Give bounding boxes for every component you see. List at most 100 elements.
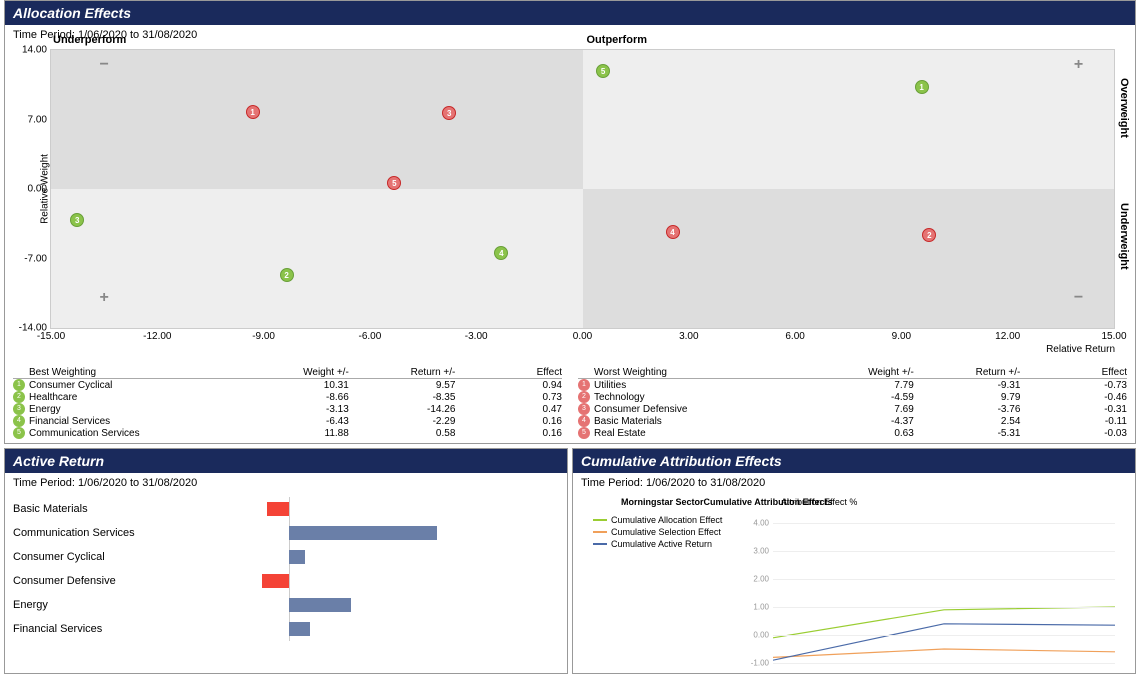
scatter-chart: Relative Weight Underperform Outperform … <box>50 49 1115 329</box>
table-row[interactable]: 3Energy-3.13-14.260.47 <box>13 403 562 415</box>
legend-swatch-icon <box>593 519 607 521</box>
grid-line: 4.00 <box>773 523 1115 524</box>
legend-item[interactable]: Cumulative Active Return <box>593 539 722 549</box>
row-effect: 0.16 <box>455 428 562 439</box>
ar-label: Energy <box>13 599 173 611</box>
cumulative-attribution-title: Cumulative Attribution Effects <box>573 449 1135 473</box>
scatter-point[interactable]: 4 <box>494 246 508 260</box>
best-weighting-table: Best Weighting Weight +/- Return +/- Eff… <box>13 367 562 439</box>
allocation-effects-panel: Allocation Effects Time Period: 1/06/202… <box>4 0 1136 444</box>
plus-icon: + <box>99 289 108 307</box>
row-marker-icon: 2 <box>578 391 590 403</box>
scatter-point[interactable]: 3 <box>70 213 84 227</box>
active-return-row[interactable]: Consumer Defensive <box>13 569 559 593</box>
col-weight: Weight +/- <box>242 367 349 378</box>
underweight-label: Underweight <box>1118 203 1130 270</box>
overweight-label: Overweight <box>1118 78 1130 138</box>
table-row[interactable]: 2Healthcare-8.66-8.350.73 <box>13 391 562 403</box>
row-name: Financial Services <box>29 416 242 427</box>
table-row[interactable]: 1Consumer Cyclical10.319.570.94 <box>13 379 562 391</box>
table-row[interactable]: 2Technology-4.599.79-0.46 <box>578 391 1127 403</box>
table-row[interactable]: 4Financial Services-6.43-2.290.16 <box>13 415 562 427</box>
ar-bar <box>289 622 311 636</box>
grid-line: 0.00 <box>773 635 1115 636</box>
row-marker-icon: 3 <box>578 403 590 415</box>
worst-weighting-table: Worst Weighting Weight +/- Return +/- Ef… <box>578 367 1127 439</box>
row-weight: -4.37 <box>807 416 914 427</box>
scatter-point[interactable]: 2 <box>280 268 294 282</box>
scatter-point[interactable]: 5 <box>387 176 401 190</box>
scatter-point[interactable]: 2 <box>922 228 936 242</box>
active-return-title: Active Return <box>5 449 567 473</box>
table-row[interactable]: 5Communication Services11.880.580.16 <box>13 427 562 439</box>
x-tick: 12.00 <box>995 331 1020 342</box>
x-tick: -15.00 <box>37 331 65 342</box>
row-marker-icon: 5 <box>13 427 25 439</box>
minus-icon: − <box>1074 289 1083 307</box>
table-row[interactable]: 4Basic Materials-4.372.54-0.11 <box>578 415 1127 427</box>
scatter-point[interactable]: 4 <box>666 225 680 239</box>
scatter-point[interactable]: 1 <box>915 80 929 94</box>
cumulative-time-period: Time Period: 1/06/2020 to 31/08/2020 <box>573 473 1135 493</box>
table-row[interactable]: 5Real Estate0.63-5.31-0.03 <box>578 427 1127 439</box>
x-tick: -12.00 <box>143 331 171 342</box>
row-marker-icon: 1 <box>13 379 25 391</box>
scatter-point[interactable]: 3 <box>442 106 456 120</box>
legend-item[interactable]: Cumulative Allocation Effect <box>593 515 722 525</box>
row-return: 0.58 <box>349 428 456 439</box>
cae-y-title: Attribution Effect % <box>781 497 1127 507</box>
bottom-panels: Active Return Time Period: 1/06/2020 to … <box>4 448 1136 674</box>
ar-bar-area <box>173 548 559 566</box>
legend-item[interactable]: Cumulative Selection Effect <box>593 527 722 537</box>
cae-ytick: 4.00 <box>753 519 773 528</box>
active-return-row[interactable]: Communication Services <box>13 521 559 545</box>
row-effect: 0.94 <box>455 380 562 391</box>
row-return: -8.35 <box>349 392 456 403</box>
col-weight: Weight +/- <box>807 367 914 378</box>
active-return-row[interactable]: Energy <box>13 593 559 617</box>
row-effect: -0.11 <box>1020 416 1127 427</box>
table-row[interactable]: 1Utilities7.79-9.31-0.73 <box>578 379 1127 391</box>
scatter-point[interactable]: 5 <box>596 64 610 78</box>
series-line <box>773 607 1115 638</box>
row-return: -2.29 <box>349 416 456 427</box>
ar-label: Communication Services <box>13 527 173 539</box>
row-return: 9.79 <box>914 392 1021 403</box>
row-name: Consumer Defensive <box>594 404 807 415</box>
ar-bar-area <box>173 596 559 614</box>
row-marker-icon: 4 <box>578 415 590 427</box>
row-weight: 7.79 <box>807 380 914 391</box>
x-tick: 3.00 <box>679 331 698 342</box>
active-return-row[interactable]: Basic Materials <box>13 497 559 521</box>
legend-label: Cumulative Allocation Effect <box>611 515 722 525</box>
scatter-point[interactable]: 1 <box>246 105 260 119</box>
row-name: Consumer Cyclical <box>29 380 242 391</box>
table-row[interactable]: 3Consumer Defensive7.69-3.76-0.31 <box>578 403 1127 415</box>
row-weight: -6.43 <box>242 416 349 427</box>
grid-line: -1.00 <box>773 663 1115 664</box>
x-axis-label: Relative Return <box>1046 344 1115 355</box>
series-line <box>773 649 1115 657</box>
ar-bar <box>289 550 305 564</box>
row-name: Real Estate <box>594 428 807 439</box>
x-tick: -3.00 <box>465 331 488 342</box>
row-weight: -3.13 <box>242 404 349 415</box>
col-return: Return +/- <box>349 367 456 378</box>
grid-line: 2.00 <box>773 579 1115 580</box>
col-return: Return +/- <box>914 367 1021 378</box>
cae-legend: Cumulative Allocation Effect Cumulative S… <box>593 513 722 551</box>
row-marker-icon: 4 <box>13 415 25 427</box>
best-header: Best Weighting <box>29 367 242 378</box>
row-return: -9.31 <box>914 380 1021 391</box>
active-return-time-period: Time Period: 1/06/2020 to 31/08/2020 <box>5 473 567 493</box>
x-tick: -6.00 <box>358 331 381 342</box>
y-tick: -7.00 <box>13 253 47 264</box>
allocation-time-period: Time Period: 1/06/2020 to 31/08/2020 <box>5 25 1135 45</box>
weighting-tables: Best Weighting Weight +/- Return +/- Eff… <box>5 363 1135 443</box>
row-name: Technology <box>594 392 807 403</box>
active-return-row[interactable]: Consumer Cyclical <box>13 545 559 569</box>
legend-label: Cumulative Selection Effect <box>611 527 721 537</box>
row-weight: -8.66 <box>242 392 349 403</box>
active-return-row[interactable]: Financial Services <box>13 617 559 641</box>
grid-line: 1.00 <box>773 607 1115 608</box>
